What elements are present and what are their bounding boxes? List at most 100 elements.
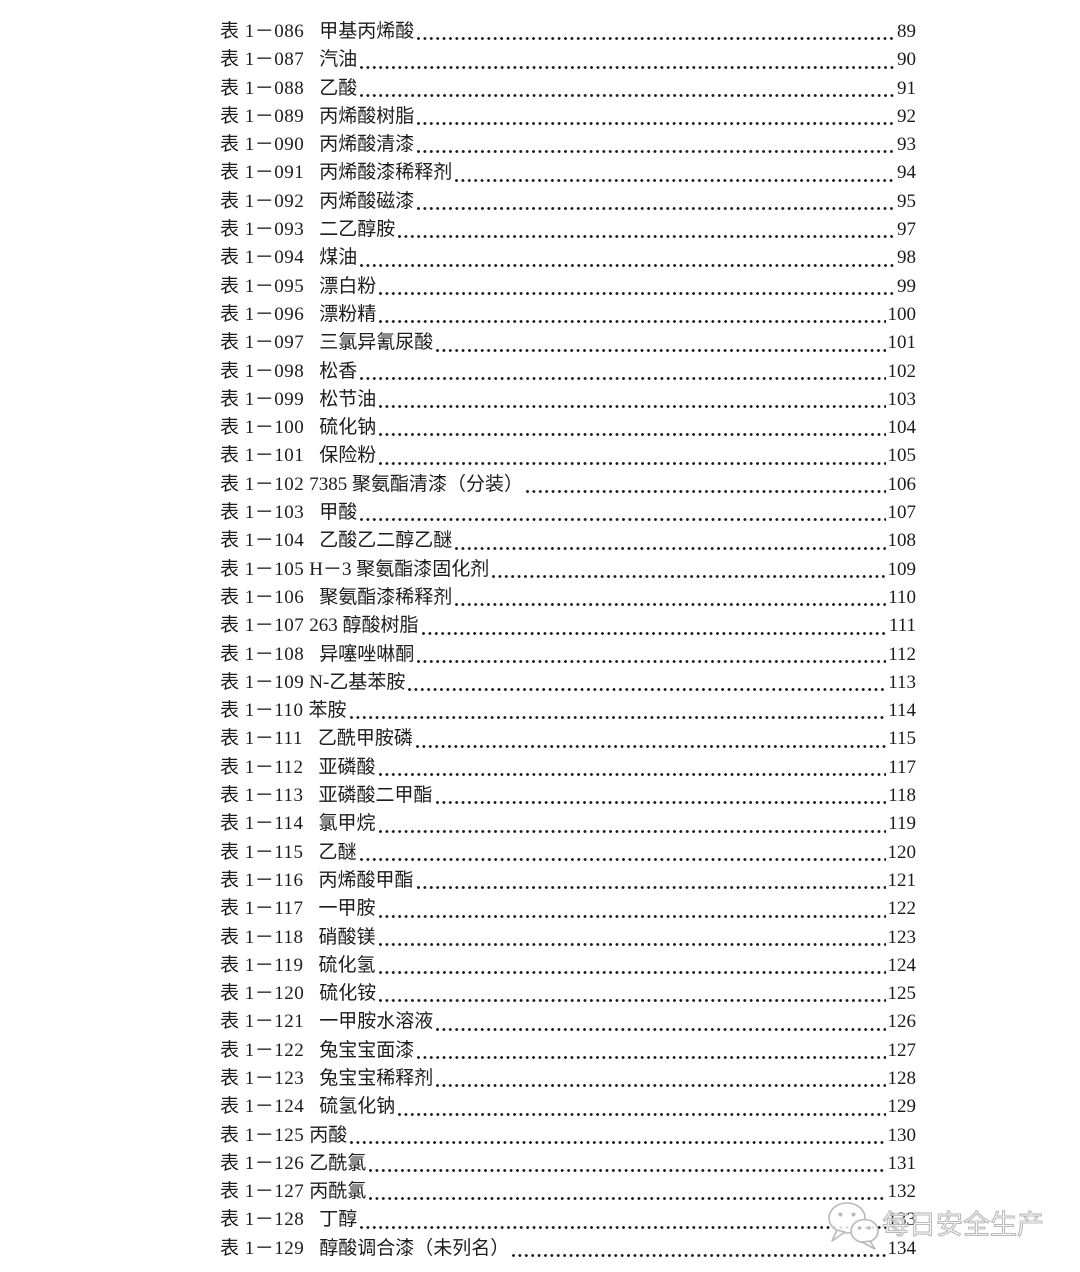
- dot-leader: [452, 159, 896, 187]
- toc-entry-label: 表 1－109: [220, 671, 305, 693]
- toc-entry-label: 表 1－121: [220, 1011, 305, 1033]
- dot-leader: [376, 386, 886, 414]
- dot-leader: [414, 641, 887, 669]
- toc-entry-title: 三氯异氰尿酸: [319, 332, 434, 354]
- toc-entry-label: 表 1－089: [220, 105, 305, 127]
- toc-entry: 表 1－089 丙烯酸树脂 92: [220, 103, 916, 131]
- toc-entry: 表 1－096 漂粉精 100: [220, 301, 916, 329]
- toc-entry-page: 111: [888, 615, 916, 637]
- toc-entry: 表 1－112 亚磷酸 117: [220, 754, 916, 782]
- dot-leader: [376, 273, 896, 301]
- toc-entry: 表 1－088 乙酸 91: [220, 75, 916, 103]
- toc-entry: 表 1－094 煤油 98: [220, 244, 916, 272]
- toc-entry-page: 91: [897, 77, 916, 99]
- dot-leader: [366, 1178, 886, 1206]
- toc-entry-title: 漂白粉: [319, 275, 377, 297]
- toc-entry-page: 119: [888, 813, 916, 835]
- dot-leader: [376, 924, 887, 952]
- toc-entry-label: 表 1－097: [220, 332, 305, 354]
- toc-entry-label: 表 1－116: [220, 869, 304, 891]
- toc-entry: 表 1－100 硫化钠 104: [220, 414, 916, 442]
- toc-entry: 表 1－122 兔宝宝面漆 127: [220, 1037, 916, 1065]
- toc-entry-title: 松香: [319, 360, 358, 382]
- dot-leader: [357, 839, 887, 867]
- toc-entry-title: 丙烯酸清漆: [319, 134, 415, 156]
- toc-entry-title: 甲酸: [319, 502, 358, 524]
- toc-entry: 表 1－090 丙烯酸清漆 93: [220, 131, 916, 159]
- toc-entry-page: 132: [887, 1181, 917, 1203]
- toc-entry: 表 1－107 263 醇酸树脂 111: [220, 612, 916, 640]
- toc-entry-title: 兔宝宝面漆: [319, 1039, 415, 1061]
- toc-entry-label: 表 1－104: [220, 530, 305, 552]
- toc-entry-label: 表 1－115: [220, 841, 304, 863]
- toc-entry-label: 表 1－106: [220, 586, 305, 608]
- toc-entry: 表 1－109 N-乙基苯胺 113: [220, 669, 916, 697]
- toc-entry: 表 1－119 硫化氢 124: [220, 952, 916, 980]
- toc-entry-label: 表 1－119: [220, 954, 304, 976]
- toc-entry-page: 130: [887, 1124, 917, 1146]
- toc-entry-title: 聚氨酯漆稀释剂: [319, 586, 453, 608]
- toc-entry-page: 134: [887, 1237, 917, 1259]
- toc-entry-page: 112: [888, 643, 916, 665]
- toc-entry-page: 94: [897, 162, 916, 184]
- toc-entry: 表 1－095 漂白粉 99: [220, 273, 916, 301]
- toc-entry-label: 表 1－123: [220, 1067, 305, 1089]
- toc-entry-page: 115: [888, 728, 916, 750]
- toc-entry-title: 甲基丙烯酸: [319, 21, 415, 42]
- toc-entry-label: 表 1－122: [220, 1039, 305, 1061]
- toc-entry: 表 1－114 氯甲烷 119: [220, 810, 916, 838]
- toc-entry: 表 1－108 异噻唑啉酮 112: [220, 641, 916, 669]
- dot-leader: [357, 499, 886, 527]
- toc-entry-title: 7385 聚氨酯清漆（分装）: [309, 473, 524, 495]
- toc-entry-title: 亚磷酸二甲酯: [318, 785, 433, 807]
- toc-entry-label: 表 1－102: [220, 473, 305, 495]
- dot-leader: [357, 75, 896, 103]
- toc-entry-page: 102: [887, 360, 917, 382]
- toc-entry: 表 1－097 三氯异氰尿酸 101: [220, 329, 916, 357]
- toc-entry: 表 1－098 松香 102: [220, 358, 916, 386]
- toc-entry-label: 表 1－098: [220, 360, 305, 382]
- toc-entry: 表 1－129 醇酸调合漆（未列名） 134: [220, 1235, 916, 1263]
- toc-entry-label: 表 1－100: [220, 417, 305, 439]
- dot-leader: [347, 697, 888, 725]
- dot-leader: [413, 725, 887, 753]
- dot-leader: [376, 952, 887, 980]
- toc-entry-page: 110: [888, 586, 916, 608]
- dot-leader: [419, 612, 888, 640]
- toc-entry: 表 1－116 丙烯酸甲酯 121: [220, 867, 916, 895]
- toc-entry-title: 硝酸镁: [318, 926, 376, 948]
- toc-entry-label: 表 1－113: [220, 785, 304, 807]
- toc-entry: 表 1－121 一甲胺水溶液 126: [220, 1008, 916, 1036]
- toc-entry-label: 表 1－101: [220, 445, 305, 467]
- toc-entry: 表 1－118 硝酸镁 123: [220, 924, 916, 952]
- dot-leader: [489, 556, 886, 584]
- toc-entry-title: 一甲胺水溶液: [319, 1011, 434, 1033]
- toc-entry-title: 漂粉精: [319, 303, 377, 325]
- dot-leader: [357, 358, 886, 386]
- toc-entry-label: 表 1－128: [220, 1209, 305, 1231]
- dot-leader: [395, 1093, 886, 1121]
- toc-entry-title: 二乙醇胺: [319, 219, 396, 241]
- toc-entry: 表 1－101 保险粉 105: [220, 442, 916, 470]
- toc-entry-title: 丙烯酸树脂: [319, 105, 415, 127]
- dot-leader: [509, 1235, 886, 1263]
- toc-entry-label: 表 1－088: [220, 77, 305, 99]
- toc-entry-label: 表 1－120: [220, 983, 305, 1005]
- toc-entry-title: 乙酰氯: [309, 1152, 367, 1174]
- toc-entry-page: 97: [897, 219, 916, 241]
- toc-entry-label: 表 1－127: [220, 1181, 305, 1203]
- dot-leader: [376, 442, 886, 470]
- dot-leader: [357, 244, 896, 272]
- toc-entry-page: 105: [887, 445, 917, 467]
- toc-entry-page: 127: [887, 1039, 917, 1061]
- toc-entry: 表 1－125 丙酸 130: [220, 1122, 916, 1150]
- toc-entry: 表 1－127 丙酰氯 132: [220, 1178, 916, 1206]
- toc-entry-page: 131: [887, 1152, 917, 1174]
- toc-entry-title: 苯胺: [308, 700, 347, 722]
- dot-leader: [433, 329, 886, 357]
- toc-entry-label: 表 1－107: [220, 615, 305, 637]
- toc-entry-page: 109: [887, 558, 917, 580]
- dot-leader: [347, 1122, 886, 1150]
- toc-entry: 表 1－093 二乙醇胺 97: [220, 216, 916, 244]
- toc-entry: 表 1－087 汽油 90: [220, 46, 916, 74]
